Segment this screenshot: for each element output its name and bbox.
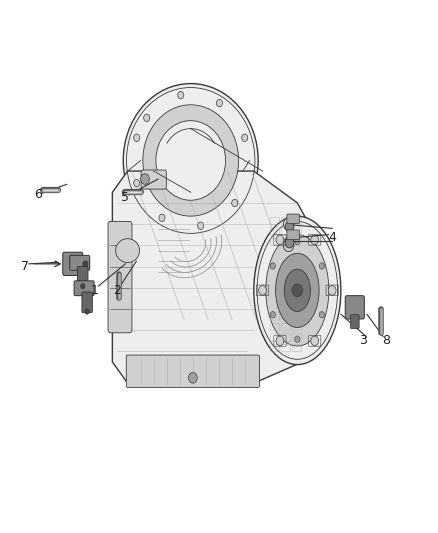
Circle shape: [232, 199, 238, 207]
FancyBboxPatch shape: [108, 221, 132, 333]
Text: 6: 6: [35, 189, 42, 201]
FancyBboxPatch shape: [70, 255, 90, 270]
Circle shape: [276, 336, 284, 345]
Circle shape: [159, 214, 165, 222]
FancyBboxPatch shape: [82, 292, 92, 313]
Circle shape: [141, 174, 149, 184]
FancyBboxPatch shape: [74, 281, 94, 296]
FancyBboxPatch shape: [126, 355, 259, 387]
Circle shape: [134, 134, 140, 141]
Polygon shape: [171, 144, 210, 192]
Circle shape: [276, 235, 284, 245]
FancyBboxPatch shape: [78, 266, 88, 287]
Ellipse shape: [156, 120, 226, 200]
FancyBboxPatch shape: [79, 259, 89, 269]
Text: 8: 8: [382, 334, 391, 347]
Text: 2: 2: [113, 284, 120, 297]
Circle shape: [258, 286, 266, 295]
FancyBboxPatch shape: [287, 214, 300, 223]
Circle shape: [295, 238, 300, 245]
Circle shape: [328, 286, 336, 295]
Ellipse shape: [266, 235, 329, 346]
Circle shape: [178, 92, 184, 99]
Text: 3: 3: [359, 334, 367, 347]
Circle shape: [270, 263, 276, 269]
Text: 1: 1: [91, 284, 99, 297]
Circle shape: [216, 99, 223, 107]
FancyBboxPatch shape: [63, 252, 83, 276]
FancyBboxPatch shape: [350, 315, 359, 328]
Ellipse shape: [284, 269, 311, 312]
Circle shape: [285, 221, 294, 232]
Circle shape: [198, 222, 204, 229]
Polygon shape: [113, 171, 315, 383]
Circle shape: [283, 217, 294, 230]
Text: 4: 4: [328, 231, 336, 244]
Text: 7: 7: [21, 260, 29, 273]
Ellipse shape: [123, 84, 258, 237]
Text: 5: 5: [121, 191, 129, 204]
Circle shape: [311, 336, 319, 345]
Circle shape: [319, 263, 325, 269]
Circle shape: [134, 180, 140, 187]
Circle shape: [319, 312, 325, 318]
Circle shape: [85, 309, 89, 314]
FancyBboxPatch shape: [141, 170, 166, 189]
Circle shape: [295, 336, 300, 342]
Circle shape: [292, 284, 303, 297]
Ellipse shape: [276, 253, 319, 327]
Circle shape: [283, 239, 294, 252]
Ellipse shape: [116, 239, 140, 263]
Circle shape: [285, 237, 294, 248]
FancyBboxPatch shape: [345, 296, 364, 319]
Circle shape: [83, 261, 88, 267]
Circle shape: [144, 114, 150, 122]
Circle shape: [188, 373, 197, 383]
Circle shape: [311, 235, 319, 245]
Circle shape: [242, 134, 248, 141]
Ellipse shape: [254, 216, 341, 365]
FancyBboxPatch shape: [287, 230, 300, 239]
Circle shape: [81, 284, 85, 289]
Circle shape: [270, 312, 276, 318]
Ellipse shape: [143, 105, 239, 216]
